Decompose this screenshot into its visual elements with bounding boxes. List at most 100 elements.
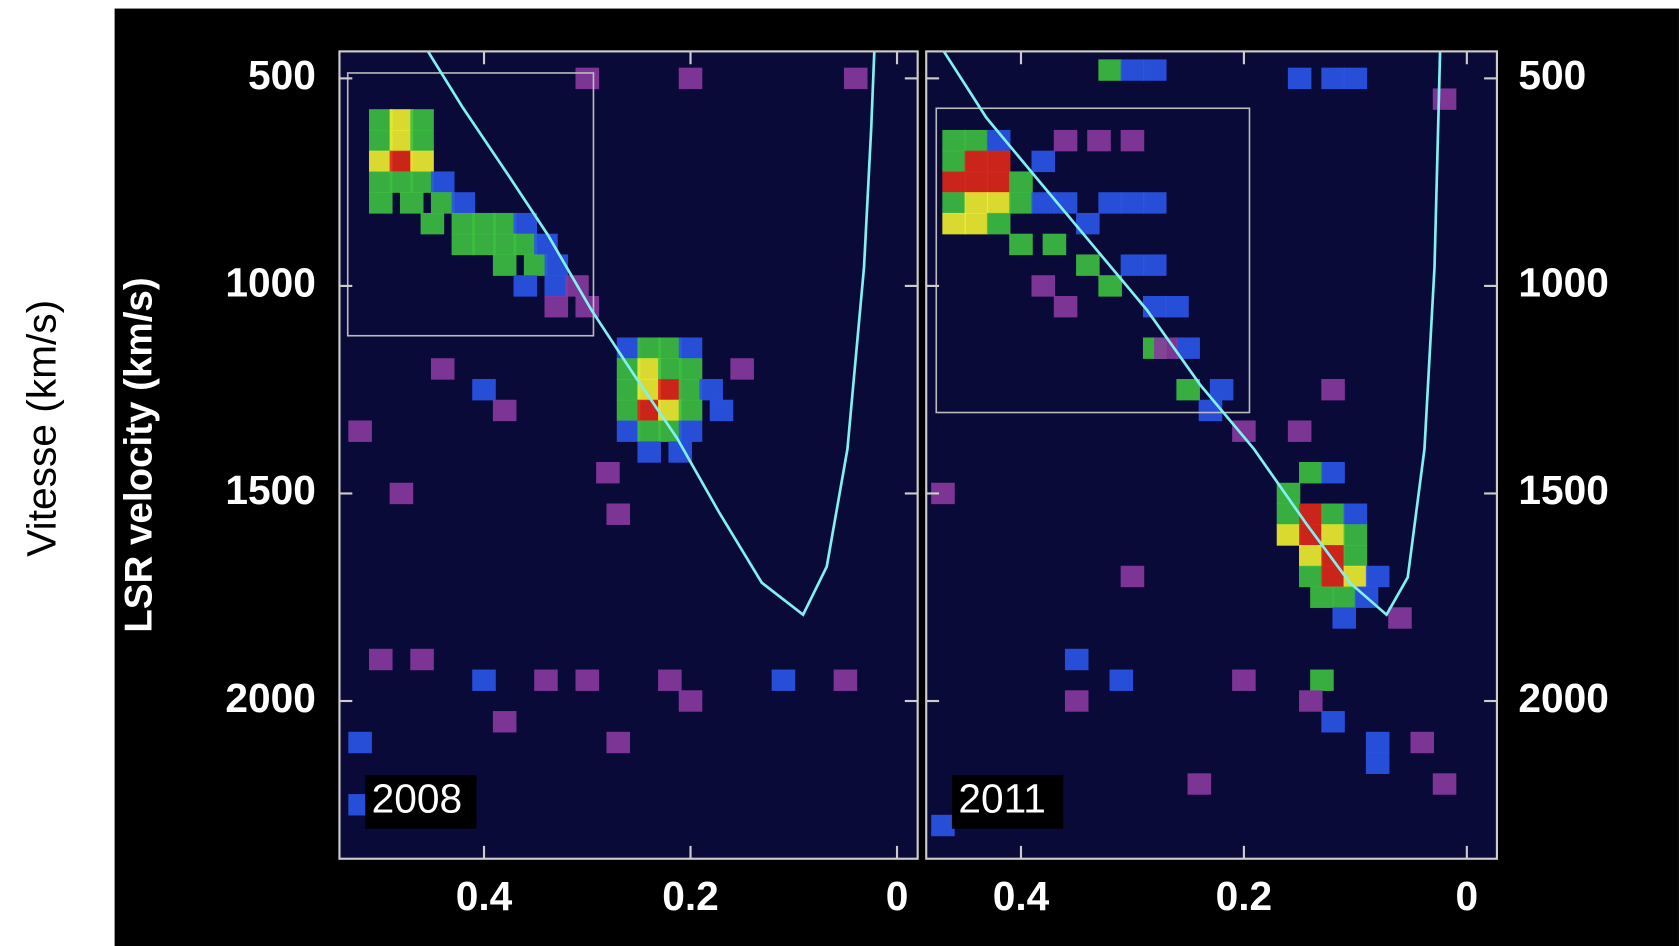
heat-cell — [1321, 711, 1345, 733]
heat-cell — [658, 378, 682, 401]
heat-cell — [1209, 378, 1234, 401]
heat-cell — [699, 378, 723, 401]
heat-cell — [1098, 59, 1122, 81]
heat-cell — [709, 399, 734, 422]
heat-cell — [1042, 233, 1067, 256]
heat-cell — [1232, 669, 1256, 691]
heat-cell — [1176, 378, 1200, 401]
heat-cell — [389, 171, 414, 193]
heat-cell — [1410, 731, 1435, 754]
heat-cell — [678, 690, 703, 712]
heat-cell — [658, 358, 682, 380]
heat-cell — [964, 171, 989, 193]
heat-cell — [472, 233, 496, 256]
heat-cell — [1321, 378, 1345, 401]
heat-cell — [1165, 295, 1189, 318]
heat-cell — [1098, 275, 1122, 297]
heat-cell — [1142, 254, 1167, 276]
heat-cell — [1343, 524, 1368, 546]
heat-cell — [1120, 192, 1145, 214]
heat-cell — [942, 192, 966, 214]
heat-cell — [637, 420, 661, 442]
heat-cell — [430, 358, 455, 380]
heat-cell — [658, 399, 682, 422]
heat-cell — [1098, 192, 1122, 214]
heat-cell — [451, 192, 476, 214]
heat-cell — [1332, 607, 1357, 629]
panel-frame — [338, 50, 919, 860]
heat-cell — [492, 212, 517, 235]
heat-cell — [1388, 607, 1412, 629]
panel — [926, 51, 1497, 859]
y-tick-label: 2000 — [1518, 675, 1608, 721]
heat-cell — [986, 129, 1011, 152]
heat-cell — [1087, 129, 1111, 152]
inset-box — [935, 107, 1251, 414]
heat-cell — [678, 399, 703, 422]
heat-cell — [986, 171, 1011, 193]
panel-label: 2011 — [958, 776, 1045, 822]
heat-cell — [1287, 420, 1312, 442]
heat-cell — [1365, 731, 1390, 754]
heat-cell — [678, 67, 703, 90]
heat-cell — [637, 358, 661, 380]
heat-cell — [389, 129, 414, 152]
y-tick-label: 1500 — [225, 467, 315, 513]
heat-cell — [348, 731, 372, 754]
panel-label-bg — [365, 775, 477, 829]
heat-cell — [942, 150, 966, 173]
heat-cell — [606, 731, 631, 754]
heat-cell — [1232, 420, 1256, 442]
heat-cell — [1343, 565, 1368, 588]
heat-cell — [389, 482, 414, 505]
heat-cell — [1332, 586, 1357, 608]
heat-cell — [616, 337, 641, 359]
heat-cell — [410, 129, 434, 152]
heat-cell — [942, 212, 966, 235]
heat-cell — [986, 212, 1011, 235]
heat-cell — [1321, 503, 1345, 525]
heat-cell — [513, 212, 538, 235]
heat-cell — [389, 150, 414, 173]
heat-cell — [472, 212, 496, 235]
heat-cell — [1299, 545, 1323, 567]
heat-cell — [1031, 192, 1056, 214]
heat-cell — [1299, 565, 1323, 588]
panel-label-bg — [951, 775, 1064, 829]
heat-cell — [410, 109, 434, 131]
heat-cell — [1109, 669, 1134, 691]
heat-cell — [986, 150, 1011, 173]
heat-cell — [658, 669, 682, 691]
heat-cell — [544, 275, 569, 297]
heat-cell — [606, 503, 631, 525]
heat-cell — [1120, 254, 1145, 276]
heat-cell — [1310, 669, 1334, 691]
y-tick-label: 1000 — [1518, 260, 1608, 306]
heat-cell — [410, 150, 434, 173]
heat-cell — [771, 669, 796, 691]
heat-cell — [658, 337, 682, 359]
heat-cell — [368, 648, 393, 671]
heat-cell — [843, 67, 868, 90]
outer-axis-label: Vitesse (km/s) — [19, 300, 65, 557]
heat-cell — [544, 295, 569, 318]
heat-cell — [1343, 67, 1368, 90]
model-curve — [942, 51, 1442, 617]
heat-cell — [931, 814, 955, 837]
heat-cell — [1365, 565, 1390, 588]
heat-cell — [472, 378, 496, 401]
heat-cell — [616, 399, 641, 422]
heat-cell — [931, 482, 955, 505]
heat-cell — [451, 212, 476, 235]
heat-cell — [678, 420, 703, 442]
heat-cell — [964, 150, 989, 173]
panel-label: 2008 — [372, 776, 462, 822]
heat-cell — [730, 358, 754, 380]
heat-cell — [368, 150, 393, 173]
heat-cell — [492, 254, 517, 276]
heat-cell — [1321, 67, 1345, 90]
heat-cell — [389, 109, 414, 131]
heat-cell — [1120, 129, 1145, 152]
panel — [339, 51, 918, 859]
